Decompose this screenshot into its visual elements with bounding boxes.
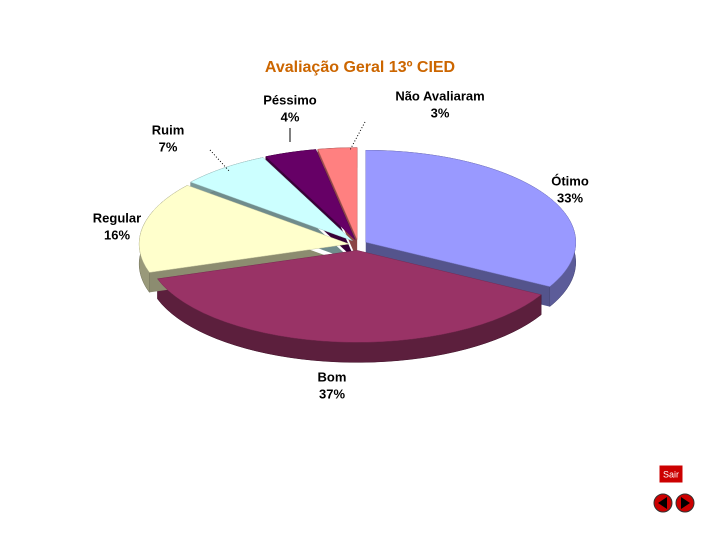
pie (138, 147, 576, 363)
category-label: Ruim (152, 122, 185, 137)
category-label: Regular (93, 210, 141, 225)
slice (265, 149, 356, 241)
value-label: 7% (159, 139, 178, 154)
category-label: Péssimo (263, 92, 317, 107)
prev-arrow (658, 497, 667, 509)
value-label: 33% (557, 190, 583, 205)
value-label: 37% (319, 386, 345, 401)
labels: Ótimo 33% Bom 37% Regular 16% Ruim 7% Péssimo 4% N… (93, 88, 589, 401)
chart-title: Avaliação Geral 13º CIED (265, 59, 455, 76)
leader-line (349, 121, 366, 151)
slice (156, 250, 542, 343)
slice (317, 147, 358, 240)
next-arrow (681, 497, 690, 509)
next-button[interactable] (675, 493, 695, 513)
category-label: Não Avaliaram (395, 88, 484, 103)
exit-label[interactable]: Sair (663, 469, 679, 479)
slice (138, 185, 350, 273)
slice (190, 157, 353, 241)
leader-line (209, 149, 231, 173)
value-label: 4% (281, 109, 300, 124)
value-label: 16% (104, 227, 130, 242)
exit-button[interactable]: Sair (658, 464, 684, 484)
slice (365, 150, 576, 287)
category-label: Bom (318, 369, 347, 384)
prev-button[interactable] (653, 493, 673, 513)
category-label: Ótimo (551, 173, 589, 188)
value-label: 3% (431, 105, 450, 120)
exit-box[interactable] (658, 464, 684, 484)
